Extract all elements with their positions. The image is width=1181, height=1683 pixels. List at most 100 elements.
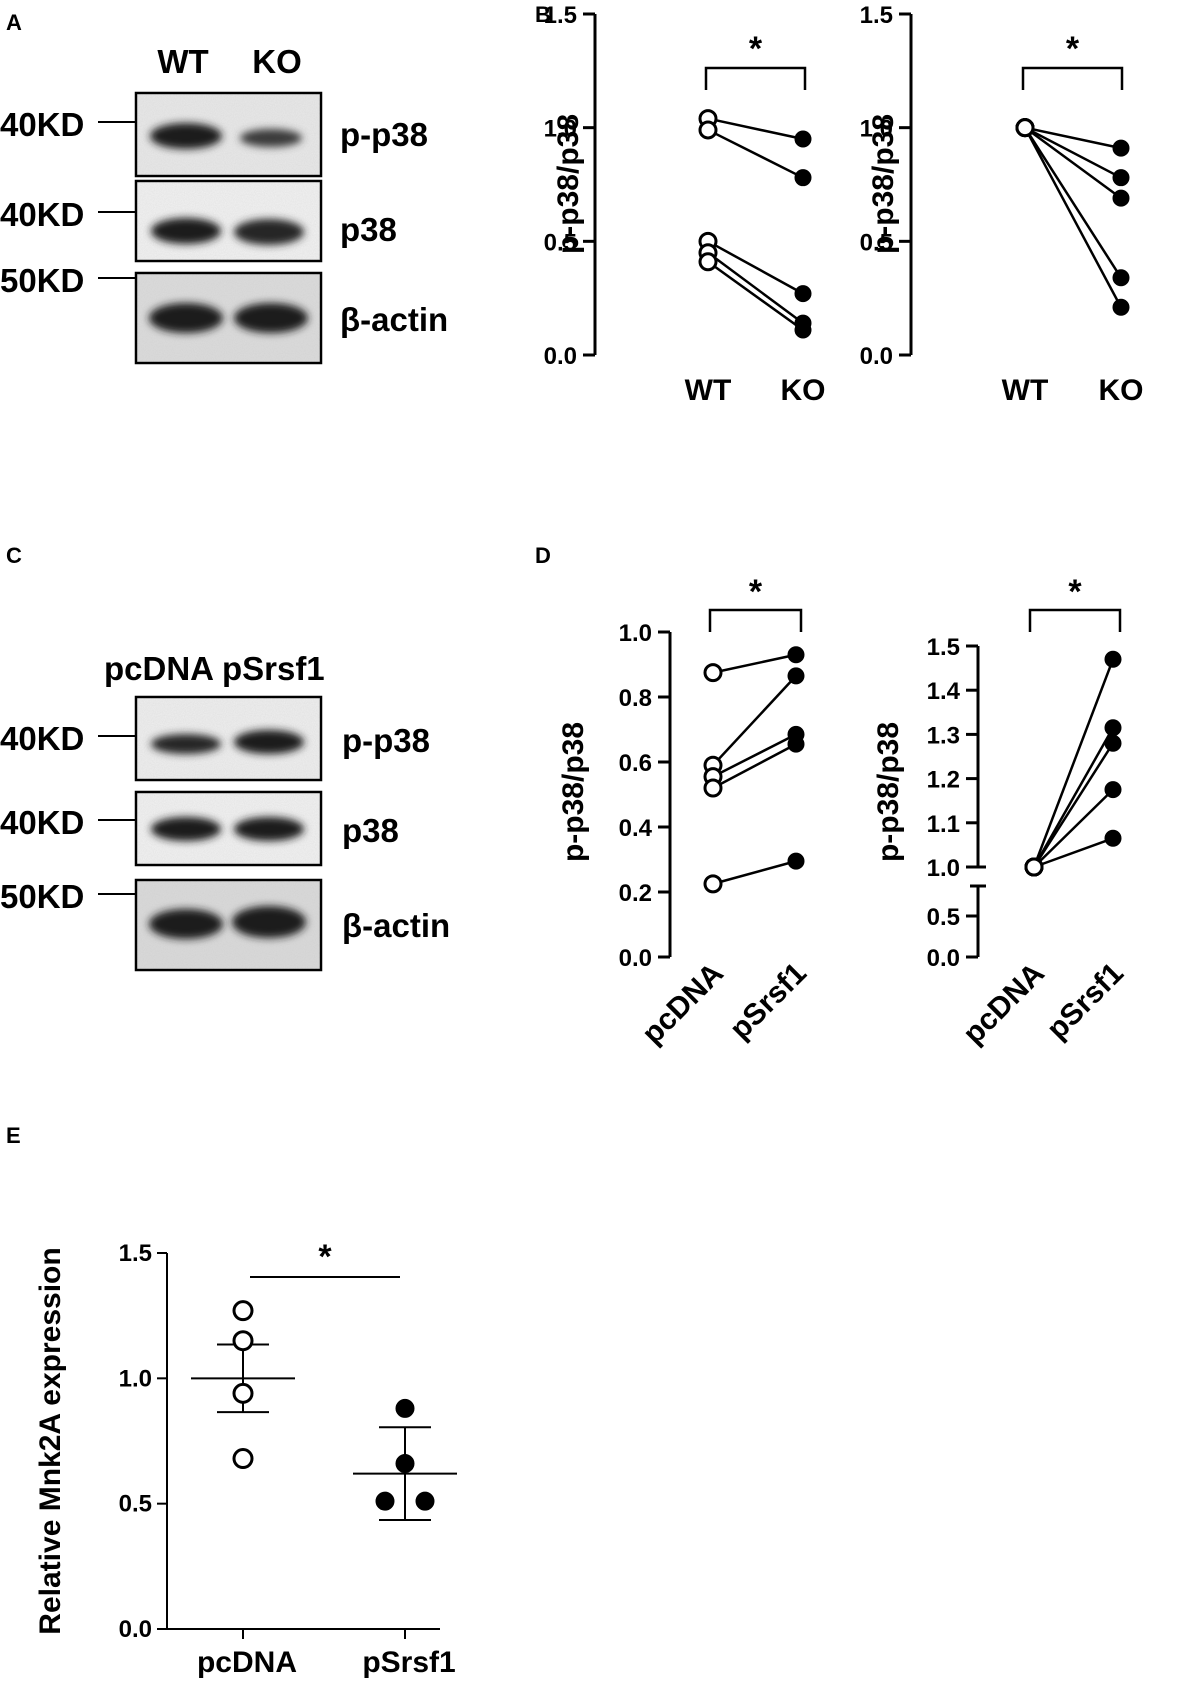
y-tick-label: 1.5 [927,634,960,661]
pair-line [712,743,797,790]
protein-label: p-p38 [342,722,430,759]
data-point-filled [794,130,812,148]
pair-line [1024,126,1122,150]
pair-line [1024,126,1122,179]
pair-line [1032,727,1115,868]
pair-line [1023,127,1123,308]
data-point-open [1024,857,1044,877]
data-point-filled [1104,734,1122,752]
data-point-filled [787,852,805,870]
band [234,219,304,245]
band [151,734,221,754]
marker-label: 40KD [0,804,84,841]
data-point-filled [1112,269,1130,287]
y-tick-label: 1.4 [927,678,961,705]
y-tick-label: 1.5 [119,1240,152,1267]
pair-line [707,240,804,295]
pair-line [712,733,797,778]
band [150,123,222,149]
x-category-label: WT [1002,374,1049,407]
pair-line [1024,126,1122,200]
x-category-label: pSrsf1 [1041,957,1130,1046]
x-category-label: pSrsf1 [362,1646,455,1679]
band [149,303,223,333]
data-point-open [232,1448,254,1470]
protein-label: p38 [342,812,399,849]
y-tick-label: 1.0 [927,855,960,882]
y-tick-label: 0.0 [619,945,652,972]
y-tick-label: 0.0 [860,343,893,370]
data-point-open [703,874,723,894]
data-point-filled [1112,169,1130,187]
significance-bracket [1021,66,1124,90]
y-tick-label: 1.1 [927,811,960,838]
data-point-open [1015,118,1035,138]
panel-label-e: E [6,1123,21,1148]
lane-label-ko: KO [252,43,302,80]
band [234,817,304,841]
protein-label: β-actin [342,907,450,944]
data-point-open [703,778,723,798]
western-blot-a: WT KO 40KD 40KD 50KD p-p38 p38 β-actin [0,43,448,365]
y-tick-label: 1.0 [619,620,652,647]
y-tick-label: 1.0 [119,1365,152,1392]
y-axis-label: p-p38/p38 [552,114,585,254]
band [149,909,223,939]
protein-label: p38 [340,211,397,248]
y-tick-label: 0.5 [927,904,960,931]
panel-label-d: D [535,543,551,568]
western-blot-c: pcDNA pSrsf1 40KD 40KD 50KD p-p38 p38 β-… [0,650,450,972]
pair-line [707,251,804,325]
significance-bracket [704,66,807,90]
significance-marker: * [749,573,763,611]
marker-label: 50KD [0,262,84,299]
data-point-filled [794,285,812,303]
data-point-filled [415,1491,435,1511]
pair-line [1033,788,1114,868]
data-point-filled [1112,298,1130,316]
data-point-filled [1104,650,1122,668]
charts-layer: 0.0 0.5 1.0 1.5 p-p38/p38 WT KO * 0.0 0.5 1.0 1.5 p-… [34,2,1144,1679]
y-tick-label: 0.0 [119,1616,152,1643]
band [151,817,221,841]
y-tick-label: 0.5 [119,1491,152,1518]
x-category-label: KO [1099,374,1144,407]
y-tick-label: 1.0 [544,116,577,143]
marker-label: 50KD [0,878,84,915]
pair-line [707,128,804,179]
x-category-label: pcDNA [197,1646,297,1679]
band [151,218,221,244]
y-tick-label: 0.8 [619,685,652,712]
data-point-open [232,1300,254,1322]
y-axis-label: p-p38/p38 [872,722,905,862]
data-point-open [232,1382,254,1404]
y-axis-label: p-p38/p38 [867,114,900,254]
y-tick-label: 0.6 [619,750,652,777]
y-tick-label: 1.5 [860,2,893,29]
data-point-filled [794,169,812,187]
data-point-filled [375,1491,395,1511]
y-tick-label: 1.2 [927,767,960,794]
band [234,730,304,754]
band [240,129,302,147]
marker-label: 40KD [0,720,84,757]
y-tick-label: 1.3 [927,722,960,749]
marker-label: 40KD [0,196,84,233]
significance-marker: * [1068,573,1082,611]
pair-line [707,260,804,332]
lane-labels: pcDNA pSrsf1 [104,650,325,687]
y-tick-label: 0.0 [927,945,960,972]
y-tick-label: 0.0 [544,343,577,370]
y-tick-label: 1.0 [860,116,893,143]
y-axis-label: Relative Mnk2A expression [34,1247,67,1634]
protein-label: β-actin [340,301,448,338]
data-point-filled [1104,719,1122,737]
data-point-open [698,252,718,272]
data-point-open [703,663,723,683]
band [232,906,306,938]
data-point-filled [787,667,805,685]
pair-line [1023,126,1123,279]
data-point-filled [1104,829,1122,847]
pair-line [712,675,797,767]
